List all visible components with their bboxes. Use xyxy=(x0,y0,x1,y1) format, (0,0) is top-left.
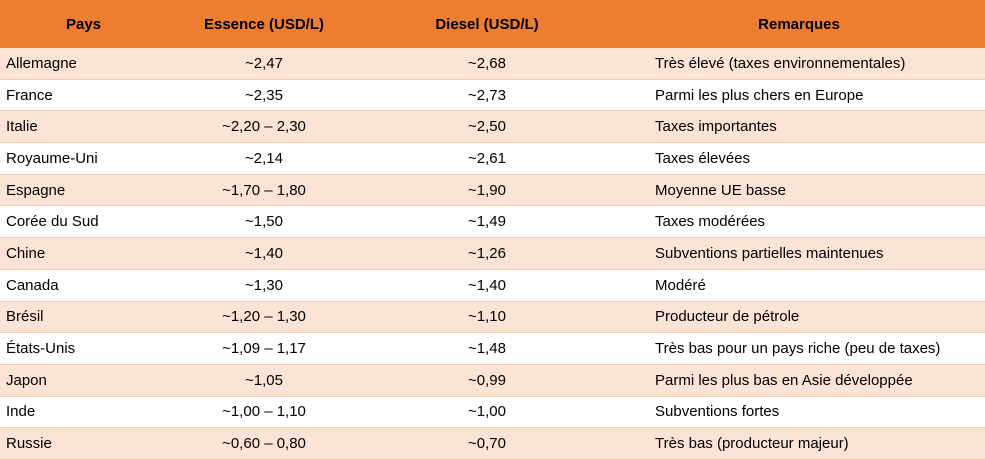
cell-remarques: Très élevé (taxes environnementales) xyxy=(613,48,985,80)
cell-essence: ~2,20 – 2,30 xyxy=(167,110,361,144)
cell-essence: ~1,05 xyxy=(167,364,361,397)
cell-pays: Chine xyxy=(0,237,167,270)
cell-pays: Espagne xyxy=(0,174,167,207)
cell-essence: ~2,35 xyxy=(167,79,361,112)
cell-diesel: ~0,70 xyxy=(361,427,613,460)
cell-pays: Royaume-Uni xyxy=(0,142,167,175)
cell-pays: France xyxy=(0,79,167,112)
cell-diesel: ~1,00 xyxy=(361,396,613,429)
cell-remarques: Taxes modérées xyxy=(613,205,985,239)
cell-essence: ~0,60 – 0,80 xyxy=(167,427,361,460)
table-row: Allemagne ~2,47 ~2,68 Très élevé (taxes env… xyxy=(0,48,985,80)
table-header-row: Pays Essence (USD/L) Diesel (USD/L) Rema… xyxy=(0,0,985,48)
header-essence: Essence (USD/L) xyxy=(167,0,361,48)
cell-essence: ~1,70 – 1,80 xyxy=(167,174,361,207)
cell-remarques: Parmi les plus bas en Asie développée xyxy=(613,364,985,397)
cell-remarques: Modéré xyxy=(613,269,985,302)
cell-diesel: ~1,90 xyxy=(361,174,613,207)
cell-remarques: Très bas pour un pays riche (peu de taxe… xyxy=(613,332,985,365)
table-row: Chine ~1,40 ~1,26 Subventions partielles ma… xyxy=(0,237,985,270)
cell-pays: Japon xyxy=(0,364,167,397)
cell-diesel: ~0,99 xyxy=(361,364,613,397)
cell-remarques: Parmi les plus chers en Europe xyxy=(613,79,985,112)
cell-diesel: ~2,73 xyxy=(361,79,613,112)
cell-essence: ~1,50 xyxy=(167,205,361,239)
cell-essence: ~2,47 xyxy=(167,48,361,80)
cell-remarques: Moyenne UE basse xyxy=(613,174,985,207)
cell-pays: Canada xyxy=(0,269,167,302)
cell-pays: Corée du Sud xyxy=(0,205,167,239)
table-row: Japon ~1,05 ~0,99 Parmi les plus bas en Asi… xyxy=(0,364,985,397)
cell-pays: Brésil xyxy=(0,301,167,334)
header-remarques: Remarques xyxy=(613,0,985,48)
table-row: Corée du Sud ~1,50 ~1,49 Taxes modérées xyxy=(0,205,985,239)
cell-essence: ~1,40 xyxy=(167,237,361,270)
cell-remarques: Subventions partielles maintenues xyxy=(613,237,985,270)
table-row: Espagne ~1,70 – 1,80 ~1,90 Moyenne UE basse xyxy=(0,174,985,207)
cell-remarques: Taxes importantes xyxy=(613,110,985,144)
cell-remarques: Producteur de pétrole xyxy=(613,301,985,334)
cell-diesel: ~1,40 xyxy=(361,269,613,302)
cell-essence: ~2,14 xyxy=(167,142,361,175)
table-row: Canada ~1,30 ~1,40 Modéré xyxy=(0,269,985,302)
cell-remarques: Très bas (producteur majeur) xyxy=(613,427,985,460)
cell-pays: Allemagne xyxy=(0,48,167,80)
cell-essence: ~1,20 – 1,30 xyxy=(167,301,361,334)
cell-diesel: ~1,10 xyxy=(361,301,613,334)
cell-pays: Russie xyxy=(0,427,167,460)
table-row: Inde ~1,00 – 1,10 ~1,00 Subventions fortes xyxy=(0,396,985,429)
table-row: France ~2,35 ~2,73 Parmi les plus chers en … xyxy=(0,79,985,112)
cell-essence: ~1,30 xyxy=(167,269,361,302)
cell-diesel: ~2,50 xyxy=(361,110,613,144)
table-row: Italie ~2,20 – 2,30 ~2,50 Taxes importantes xyxy=(0,110,985,144)
table-row: Brésil ~1,20 – 1,30 ~1,10 Producteur de pét… xyxy=(0,301,985,334)
cell-essence: ~1,00 – 1,10 xyxy=(167,396,361,429)
cell-pays: Inde xyxy=(0,396,167,429)
cell-remarques: Taxes élevées xyxy=(613,142,985,175)
cell-diesel: ~1,48 xyxy=(361,332,613,365)
cell-diesel: ~1,49 xyxy=(361,205,613,239)
cell-essence: ~1,09 – 1,17 xyxy=(167,332,361,365)
table-row: Russie ~0,60 – 0,80 ~0,70 Très bas (product… xyxy=(0,427,985,460)
header-pays: Pays xyxy=(0,0,167,48)
header-diesel: Diesel (USD/L) xyxy=(361,0,613,48)
cell-pays: Italie xyxy=(0,110,167,144)
cell-diesel: ~1,26 xyxy=(361,237,613,270)
cell-diesel: ~2,68 xyxy=(361,48,613,80)
table-row: Royaume-Uni ~2,14 ~2,61 Taxes élevées xyxy=(0,142,985,175)
table-row: États-Unis ~1,09 – 1,17 ~1,48 Très bas pour… xyxy=(0,332,985,365)
cell-pays: États-Unis xyxy=(0,332,167,365)
cell-remarques: Subventions fortes xyxy=(613,396,985,429)
cell-diesel: ~2,61 xyxy=(361,142,613,175)
